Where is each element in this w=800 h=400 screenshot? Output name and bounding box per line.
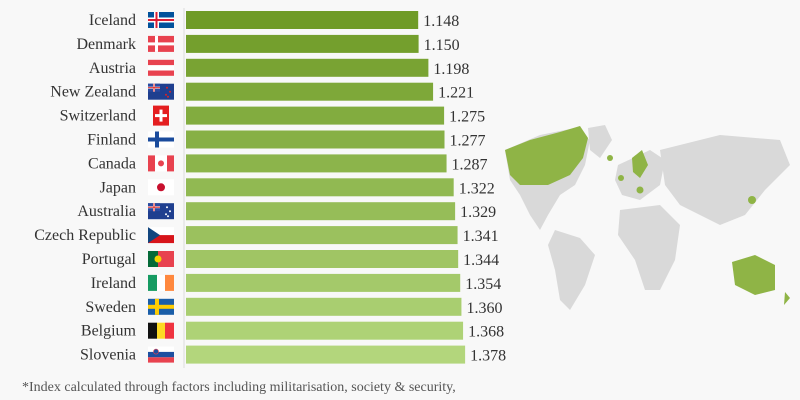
iceland-flag-icon bbox=[148, 12, 174, 28]
value-label: 1.344 bbox=[463, 252, 499, 269]
new-zealand-flag-icon bbox=[148, 83, 174, 100]
category-label: Ireland bbox=[91, 275, 136, 292]
map-new-zealand bbox=[784, 292, 790, 305]
bar bbox=[186, 106, 445, 125]
map-australia bbox=[732, 255, 775, 295]
bar bbox=[186, 226, 458, 245]
portugal-flag-icon bbox=[148, 251, 174, 267]
bar bbox=[186, 58, 429, 77]
footnote: *Index calculated through factors includ… bbox=[22, 380, 456, 395]
value-label: 1.368 bbox=[468, 324, 504, 341]
category-label: Switzerland bbox=[60, 108, 136, 125]
category-label: Iceland bbox=[89, 12, 136, 29]
category-label: Portugal bbox=[82, 251, 137, 268]
value-label: 1.221 bbox=[438, 85, 474, 102]
bar bbox=[186, 11, 419, 29]
ireland-flag-icon bbox=[148, 274, 174, 291]
category-label: Canada bbox=[88, 155, 136, 172]
map-south-america bbox=[548, 230, 595, 310]
value-label: 1.287 bbox=[452, 156, 488, 173]
map-nordics bbox=[632, 150, 648, 178]
category-label: Belgium bbox=[81, 323, 137, 340]
bar bbox=[186, 250, 459, 268]
value-label: 1.378 bbox=[470, 348, 506, 365]
category-label: Slovenia bbox=[80, 347, 136, 364]
value-label: 1.322 bbox=[459, 180, 495, 197]
world-map bbox=[505, 125, 790, 310]
map-canada bbox=[505, 126, 588, 185]
bar bbox=[186, 178, 454, 197]
value-label: 1.329 bbox=[460, 204, 496, 221]
belgium-flag-icon bbox=[148, 322, 174, 339]
value-label: 1.148 bbox=[423, 13, 459, 30]
value-label: 1.341 bbox=[463, 228, 499, 245]
slovenia-flag-icon bbox=[148, 346, 174, 363]
bar bbox=[186, 345, 466, 364]
category-label: Czech Republic bbox=[34, 227, 136, 244]
bar bbox=[186, 202, 456, 221]
japan-flag-icon bbox=[148, 179, 174, 196]
finland-flag-icon bbox=[148, 131, 174, 148]
value-label: 1.354 bbox=[465, 276, 501, 293]
category-label: Sweden bbox=[85, 299, 136, 316]
bar bbox=[186, 321, 464, 340]
category-label: New Zealand bbox=[50, 84, 136, 101]
czech-republic-flag-icon bbox=[148, 227, 174, 244]
value-label: 1.277 bbox=[450, 133, 486, 150]
australia-flag-icon bbox=[148, 203, 174, 220]
category-label: Japan bbox=[100, 179, 136, 196]
value-label: 1.150 bbox=[424, 37, 460, 54]
sweden-flag-icon bbox=[148, 298, 174, 315]
value-label: 1.360 bbox=[466, 300, 502, 317]
category-label: Australia bbox=[77, 203, 136, 220]
canada-flag-icon bbox=[148, 155, 174, 172]
switzerland-flag-icon bbox=[153, 105, 169, 126]
value-label: 1.275 bbox=[449, 109, 485, 126]
bar bbox=[186, 34, 419, 53]
bar bbox=[186, 297, 462, 316]
map-ireland bbox=[618, 175, 624, 181]
value-label: 1.198 bbox=[433, 61, 469, 78]
bar bbox=[186, 130, 445, 149]
bar bbox=[186, 82, 434, 101]
map-iceland bbox=[607, 155, 613, 161]
map-africa bbox=[618, 205, 680, 290]
bar bbox=[186, 273, 461, 292]
bar bbox=[186, 154, 447, 173]
denmark-flag-icon bbox=[148, 35, 174, 52]
category-label: Denmark bbox=[76, 36, 136, 53]
austria-flag-icon bbox=[148, 59, 174, 76]
map-japan bbox=[748, 196, 756, 204]
category-label: Austria bbox=[89, 60, 136, 77]
map-central-europe bbox=[636, 186, 644, 194]
map-greenland bbox=[588, 125, 612, 158]
map-asia bbox=[660, 135, 790, 225]
category-label: Finland bbox=[87, 132, 136, 149]
